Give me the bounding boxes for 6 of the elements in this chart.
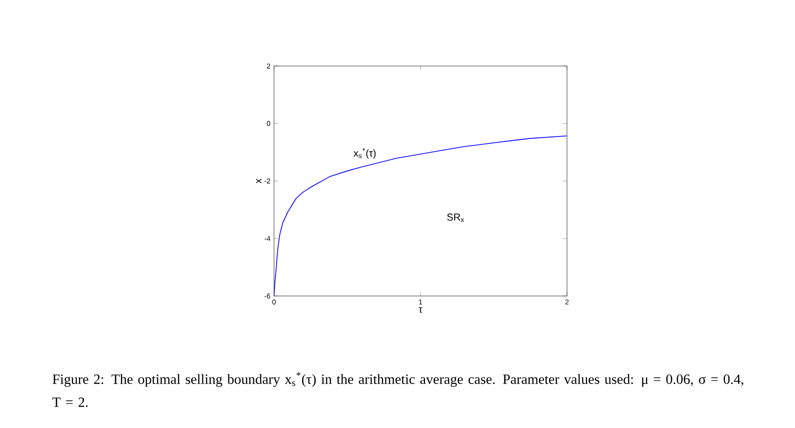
x-axis-title: τ — [418, 307, 422, 313]
text: Figure 2: The optimal selling boundary x$_{s}$$^{*}$(τ) in the arithmetic average case. Parameter values used: μ = 0.06, σ = 0.4, T = 2. — [52, 372, 744, 408]
annotation: x$_{s}$$^{*}$(τ) — [354, 148, 376, 159]
y-axis-title: x — [256, 178, 262, 184]
line-series — [274, 135, 567, 296]
annotation: SR$_{x}$ — [447, 214, 464, 222]
